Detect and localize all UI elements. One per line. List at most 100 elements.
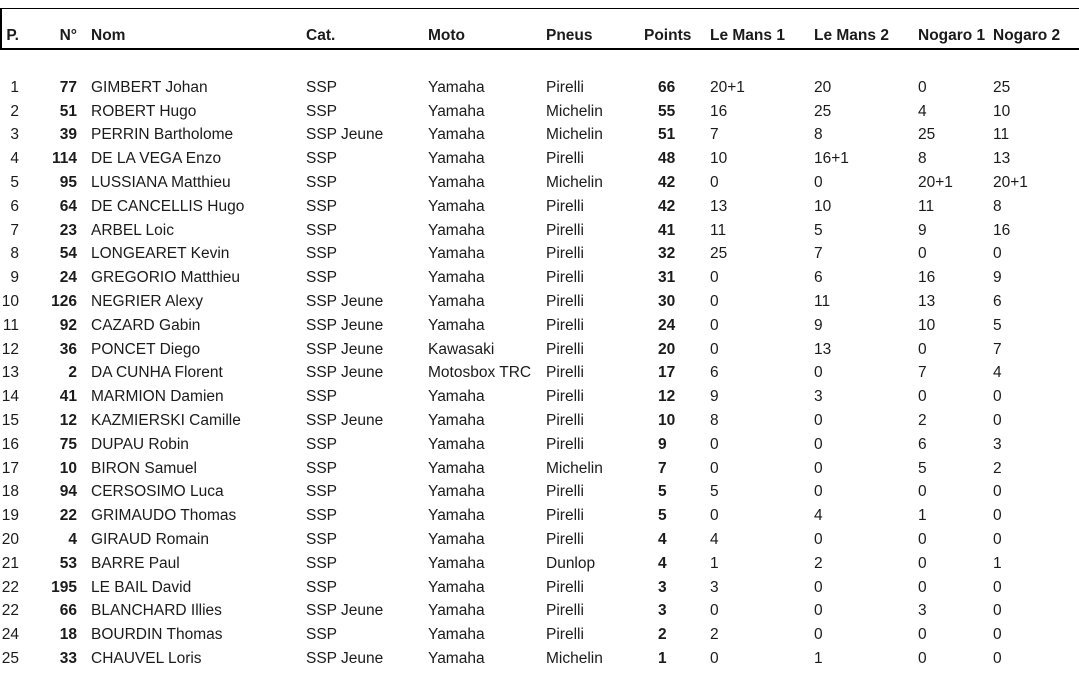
cell-lemans2-score: 16+1 [814,150,849,168]
cell-lemans2-score: 5 [814,221,823,239]
cell-bike: Yamaha [428,578,485,596]
table-row: 18 94 CERSOSIMO Luca SSP Yamaha Pirelli … [1,481,1079,505]
cell-tyres: Pirelli [546,221,584,239]
cell-position: 18 [1,483,19,501]
cell-lemans2-score: 8 [814,126,823,144]
cell-category: SSP [306,459,338,477]
table-row: 20 4 GIRAUD Romain SSP Yamaha Pirelli 4 … [1,528,1079,552]
cell-lemans1-score: 0 [710,316,719,334]
cell-position: 16 [1,435,19,453]
cell-category: SSP [306,174,338,192]
cell-lemans1-score: 7 [710,126,719,144]
cell-lemans1-score: 0 [710,602,719,620]
table-row: 10 126 NEGRIER Alexy SSP Jeune Yamaha Pi… [1,290,1079,314]
cell-tyres: Pirelli [546,602,584,620]
cell-points: 42 [658,197,676,215]
col-header-lemans1: Le Mans 1 [693,8,797,50]
cell-number: 41 [59,388,77,406]
col-header-number: N° [27,8,85,50]
cell-position: 15 [1,412,19,430]
cell-nogaro1-score: 1 [918,507,927,525]
cell-lemans2-score: 25 [814,102,832,120]
cell-rider-name: MARMION Damien [91,388,224,406]
cell-category: SSP Jeune [306,126,384,144]
cell-position: 17 [1,459,19,477]
cell-category: SSP [306,245,338,263]
cell-nogaro1-score: 7 [918,364,927,382]
cell-tyres: Dunlop [546,554,596,572]
cell-position: 11 [2,316,19,334]
cell-position: 4 [10,150,19,168]
cell-bike: Yamaha [428,245,485,263]
cell-number: 51 [59,102,77,120]
cell-bike: Yamaha [428,174,485,192]
cell-bike: Yamaha [428,412,485,430]
cell-lemans2-score: 11 [814,293,831,311]
cell-position: 21 [1,554,19,572]
table-row: 22 66 BLANCHARD Illies SSP Jeune Yamaha … [1,600,1079,624]
cell-points: 2 [658,626,667,644]
cell-lemans1-score: 0 [710,435,719,453]
cell-nogaro2-score: 0 [993,531,1002,549]
cell-nogaro1-score: 5 [918,459,927,477]
cell-number: 92 [59,316,77,334]
cell-number: 12 [59,412,77,430]
cell-nogaro1-score: 11 [918,197,935,215]
cell-nogaro2-score: 4 [993,364,1002,382]
cell-number: 75 [59,435,77,453]
cell-number: 66 [59,602,77,620]
cell-bike: Kawasaki [428,340,495,358]
cell-bike: Yamaha [428,435,485,453]
cell-lemans2-score: 1 [814,650,823,668]
cell-lemans1-score: 20+1 [710,78,745,96]
cell-nogaro1-score: 8 [918,150,927,168]
cell-points: 42 [658,174,676,192]
cell-points: 12 [658,388,676,406]
cell-lemans1-score: 2 [710,626,719,644]
cell-bike: Yamaha [428,293,485,311]
cell-lemans1-score: 0 [710,269,719,287]
cell-points: 5 [658,507,667,525]
table-row: 14 41 MARMION Damien SSP Yamaha Pirelli … [1,385,1079,409]
cell-points: 4 [658,554,667,572]
cell-position: 1 [10,78,19,96]
cell-nogaro2-score: 5 [993,316,1002,334]
cell-tyres: Pirelli [546,340,584,358]
cell-number: 22 [59,507,77,525]
cell-tyres: Pirelli [546,435,584,453]
cell-category: SSP [306,483,338,501]
cell-number: 2 [68,364,77,382]
cell-nogaro1-score: 0 [918,245,927,263]
cell-lemans1-score: 16 [710,102,728,120]
cell-lemans1-score: 3 [710,578,719,596]
cell-lemans1-score: 0 [710,340,719,358]
cell-nogaro1-score: 25 [918,126,936,144]
cell-lemans2-score: 3 [814,388,823,406]
header-spacer [1,49,1079,76]
cell-nogaro2-score: 2 [993,459,1002,477]
table-row: 25 33 CHAUVEL Loris SSP Jeune Yamaha Mic… [1,647,1079,671]
cell-number: 24 [59,269,77,287]
cell-lemans2-score: 13 [814,340,832,358]
cell-nogaro1-score: 4 [918,102,927,120]
cell-category: SSP [306,531,338,549]
cell-category: SSP Jeune [306,293,384,311]
cell-nogaro1-score: 0 [918,626,927,644]
cell-tyres: Pirelli [546,269,584,287]
cell-nogaro2-score: 10 [993,102,1011,120]
cell-number: 114 [51,150,77,168]
cell-tyres: Pirelli [546,78,584,96]
table-row: 7 23 ARBEL Loic SSP Yamaha Pirelli 41 11… [1,219,1079,243]
cell-number: 39 [59,126,77,144]
table-row: 17 10 BIRON Samuel SSP Yamaha Michelin 7… [1,457,1079,481]
cell-rider-name: GIMBERT Johan [91,78,208,96]
cell-lemans1-score: 4 [710,531,719,549]
cell-bike: Yamaha [428,221,485,239]
table-row: 4 114 DE LA VEGA Enzo SSP Yamaha Pirelli… [1,147,1079,171]
results-sheet: P. N° Nom Cat. Moto Pneus Points Le Mans… [0,8,1079,671]
cell-category: SSP Jeune [306,602,384,620]
cell-nogaro1-score: 9 [918,221,927,239]
cell-lemans1-score: 11 [710,221,727,239]
col-header-lemans2: Le Mans 2 [797,8,901,50]
cell-tyres: Pirelli [546,578,584,596]
